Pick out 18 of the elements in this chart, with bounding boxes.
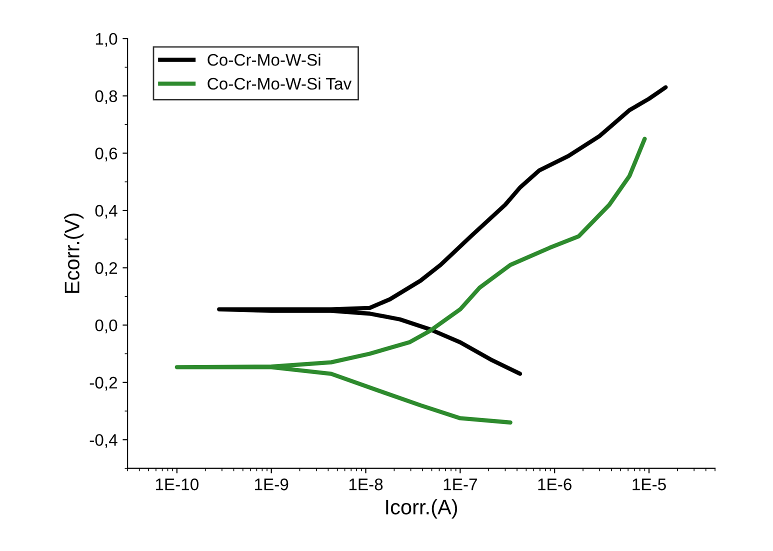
y-tick-label: 1,0	[96, 32, 118, 47]
x-axis-title: Icorr.(A)	[386, 499, 458, 519]
x-tick-label: 1E-10	[156, 478, 199, 490]
y-tick-label: 0,6	[95, 148, 118, 162]
y-tick-label: 0,2	[95, 262, 117, 276]
y-axis-title: Ecorr.(V)	[64, 214, 84, 293]
legend-label: Co-Cr-Mo-W-Si Tav	[208, 77, 352, 90]
x-tick-label: 1E-6	[538, 478, 572, 490]
legend-label: Co-Cr-Mo-W-Si	[208, 54, 320, 66]
y-tick-label: -0,2	[90, 376, 117, 391]
x-tick-label: 1E-9	[255, 478, 288, 490]
y-tick-label: 0,0	[95, 319, 118, 334]
y-tick-label: 0,4	[95, 204, 118, 219]
x-tick-label: 1E-5	[632, 478, 666, 490]
y-tick-label: -0,4	[90, 434, 118, 448]
x-tick-label: 1E-7	[444, 478, 477, 490]
y-tick-label: 0,8	[95, 90, 118, 104]
x-tick-label: 1E-8	[349, 478, 383, 490]
